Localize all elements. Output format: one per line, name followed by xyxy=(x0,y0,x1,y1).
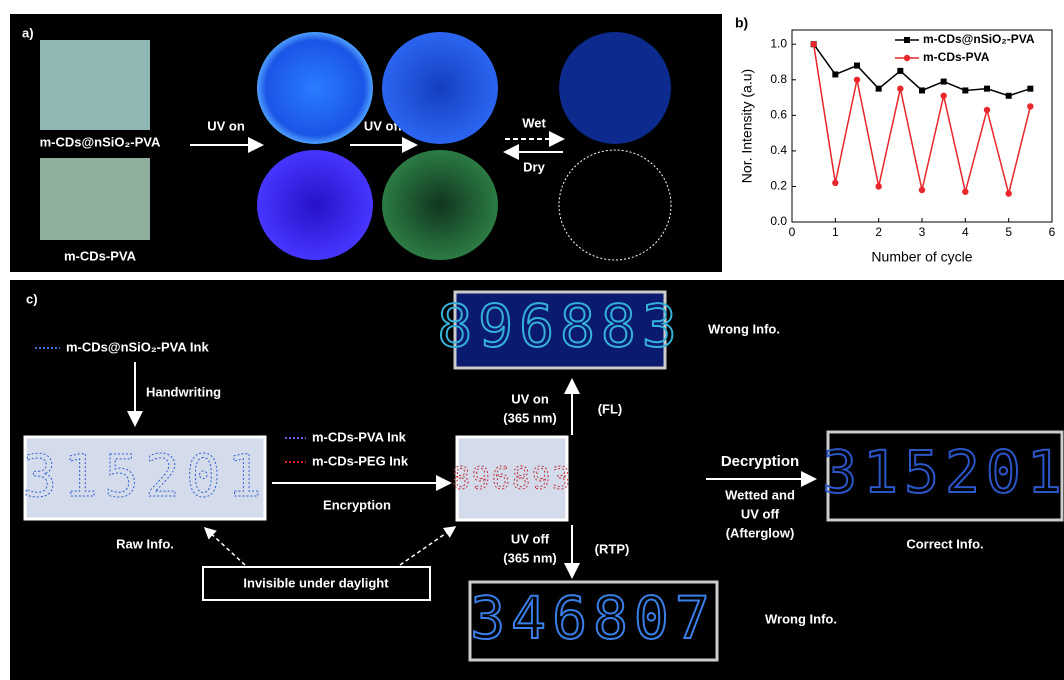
point xyxy=(984,107,990,113)
sample-disc xyxy=(257,32,373,144)
digits: 896883 xyxy=(437,292,683,360)
point xyxy=(897,85,903,91)
caption: Wrong Info. xyxy=(708,321,780,336)
step-label: (Afterglow) xyxy=(726,525,795,540)
panel-label: c) xyxy=(26,291,38,306)
point xyxy=(832,180,838,186)
point xyxy=(854,63,860,69)
step-label: UV off xyxy=(741,506,780,521)
film xyxy=(40,158,150,240)
step-label: Handwriting xyxy=(146,384,221,399)
step-label: Encryption xyxy=(323,497,391,512)
y-tick-label: 1.0 xyxy=(770,36,787,50)
point xyxy=(919,87,925,93)
panel-label: b) xyxy=(735,15,748,31)
x-tick-label: 0 xyxy=(789,225,796,239)
step-label: Decryption xyxy=(721,453,799,470)
point xyxy=(962,189,968,195)
y-tick-label: 0.2 xyxy=(770,179,787,193)
digits: 346807 xyxy=(470,584,716,652)
x-axis-label: Number of cycle xyxy=(871,249,972,265)
point xyxy=(962,87,968,93)
point xyxy=(941,79,947,85)
step-label: UV on xyxy=(511,391,549,406)
digits: 896893 xyxy=(452,462,572,497)
step-label: (365 nm) xyxy=(503,550,556,565)
point xyxy=(832,71,838,77)
sample-disc xyxy=(257,150,373,260)
x-tick-label: 2 xyxy=(875,225,882,239)
point xyxy=(854,77,860,83)
sample-label: m-CDs-PVA xyxy=(64,248,137,263)
switch-label: Dry xyxy=(523,159,545,174)
step-label: UV on xyxy=(207,118,245,133)
x-tick-label: 5 xyxy=(1005,225,1012,239)
x-tick-label: 6 xyxy=(1049,225,1056,239)
step-label: Wetted and xyxy=(725,487,795,502)
chart: b) 0.0 0.2 0.4 0.6 0.8 1.0 0 1 2 3 4 5 6 Number of cyc… xyxy=(722,14,1064,272)
legend-label: m-CDs-PVA xyxy=(923,50,990,64)
caption: Raw Info. xyxy=(116,536,174,551)
y-tick-label: 0.4 xyxy=(770,143,787,157)
point xyxy=(984,86,990,92)
switch-label: Wet xyxy=(522,115,546,130)
ink-label: m-CDs-PVA Ink xyxy=(312,429,407,444)
step-label: (FL) xyxy=(598,401,623,416)
panel-label: a) xyxy=(22,25,34,40)
step-label: (RTP) xyxy=(595,541,630,556)
caption: Wrong Info. xyxy=(765,611,837,626)
point xyxy=(810,41,816,47)
sample-label: m-CDs@nSiO₂-PVA xyxy=(40,134,161,149)
sample-disc xyxy=(382,150,498,260)
digits: 315201 xyxy=(22,442,268,510)
y-tick-label: 0.8 xyxy=(770,72,787,86)
y-tick-label: 0.6 xyxy=(770,108,787,122)
digits: 315201 xyxy=(822,438,1064,506)
y-tick-label: 0.0 xyxy=(770,214,787,228)
x-tick-label: 3 xyxy=(919,225,926,239)
legend-marker xyxy=(904,55,910,61)
figure: a) m-CDs@nSiO₂-PVA m-CDs-PVA UV on UV of… xyxy=(0,0,1064,680)
point xyxy=(1006,93,1012,99)
note: Invisible under daylight xyxy=(243,575,389,590)
point xyxy=(919,187,925,193)
y-axis-label: Nor. Intensity (a.u) xyxy=(739,69,755,183)
ink-label: m-CDs@nSiO₂-PVA Ink xyxy=(66,339,209,354)
point xyxy=(876,86,882,92)
point xyxy=(940,93,946,99)
sample-disc xyxy=(382,32,498,144)
point xyxy=(897,68,903,74)
caption: Correct Info. xyxy=(906,536,983,551)
legend-label: m-CDs@nSiO₂-PVA xyxy=(923,32,1035,46)
point xyxy=(1005,190,1011,196)
ink-label: m-CDs-PEG Ink xyxy=(312,453,409,468)
film xyxy=(40,40,150,130)
point xyxy=(1027,103,1033,109)
step-label: UV off xyxy=(511,531,550,546)
x-tick-label: 1 xyxy=(832,225,839,239)
legend-marker xyxy=(904,37,910,43)
point xyxy=(1027,86,1033,92)
point xyxy=(875,183,881,189)
step-label: (365 nm) xyxy=(503,410,556,425)
x-tick-label: 4 xyxy=(962,225,969,239)
sample-disc xyxy=(559,32,671,144)
